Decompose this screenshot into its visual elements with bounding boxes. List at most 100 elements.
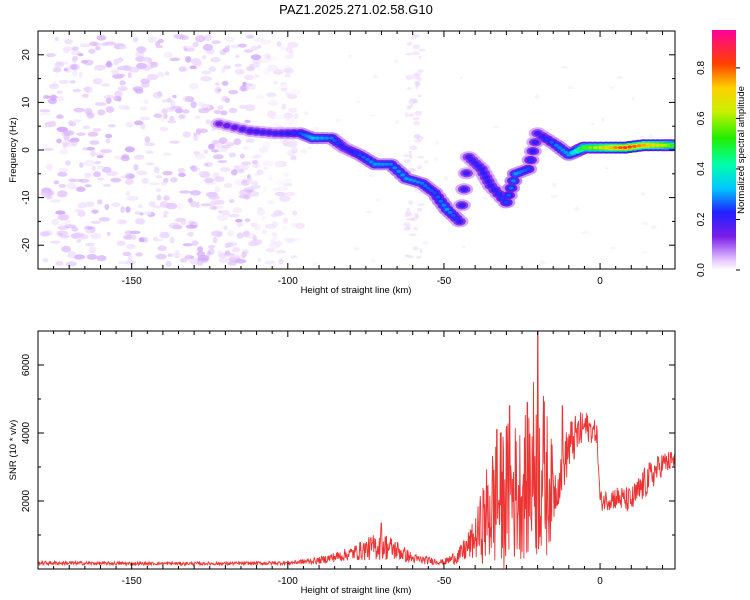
spectrogram-noise-cell [407,87,412,90]
spectrogram-noise-cell [185,224,198,229]
spectrogram-noise-cell [405,74,413,80]
spectrogram-noise-cell [412,100,418,104]
spectrogram-noise-cell [257,257,262,263]
spectrogram-noise-cell [650,225,657,229]
spectrogram-noise-cell [574,206,580,211]
spectrogram-noise-cell [616,75,623,80]
spectrogram-noise-cell [125,243,136,250]
spectrogram-noise-cell [153,113,163,118]
spectrogram-noise-cell [72,88,82,93]
spectrogram-noise-cell [120,206,125,213]
spectrogram-noise-cell [120,155,130,162]
spectrogram-noise-cell [119,80,126,86]
spectrogram-noise-cell [251,160,258,165]
spectrogram-noise-cell [435,140,439,146]
spectrogram-noise-cell [119,219,128,224]
x-tick-label: 0 [597,276,603,287]
spectrogram-noise-cell [419,248,423,254]
spectrogram-ridge-cell [608,146,614,150]
spectrogram-noise-cell [417,76,422,82]
spectrogram-noise-cell [266,92,277,98]
spectrogram-noise-cell [208,66,217,72]
spectrogram-noise-cell [94,102,107,106]
spectrogram-noise-cell [217,105,224,110]
spectrogram-noise-cell [355,100,361,103]
figure-title: PAZ1.2025.271.02.58.G10 [279,2,433,17]
spectrogram-noise-cell [84,184,92,188]
spectrogram-noise-cell [410,217,418,222]
spectrogram-noise-cell [217,249,222,256]
spectrogram-ridge-cell [341,146,347,150]
spectrogram-noise-cell [64,160,71,166]
spectrogram-noise-cell [407,212,413,217]
spectrogram-noise-cell [174,217,187,223]
spectrogram-noise-cell [206,251,212,257]
spectrogram-noise-cell [550,194,558,199]
spectrogram-noise-cell [166,97,172,103]
spectrogram-noise-cell [205,119,211,125]
spectrogram-noise-cell [416,165,423,170]
spectrogram-noise-cell [62,46,73,52]
spectrogram-noise-cell [281,225,289,231]
spectrogram-noise-cell [72,232,85,238]
spectrogram-noise-cell [129,230,141,235]
spectrogram-ridge-cell [554,143,559,147]
spectrogram-ridge-cell [266,131,272,135]
spectrogram-noise-cell [72,119,82,123]
spectrogram-noise-cell [123,234,134,240]
spectrogram-noise-cell [42,258,49,263]
spectrogram-noise-cell [423,160,429,164]
spectrogram-noise-cell [482,196,488,200]
spectrogram-ylabel: Frequency (Hz) [8,117,19,182]
spectrogram-ridge-cell [353,151,359,155]
spectrogram-noise-cell [93,66,105,71]
spectrogram-y-ticks: -20 -10 0 10 20 [21,30,675,270]
snr-frame [37,330,676,570]
spectrogram-noise-cell [141,177,149,184]
spectrogram-noise-cell [224,97,231,103]
spectrogram-noise-cell [416,255,421,259]
spectrogram-ridge-cell [380,162,386,166]
spectrogram-noise-layer [39,33,664,267]
spectrogram-noise-cell [125,206,131,213]
colorbar: 0.0 0.2 0.4 0.6 0.8 Normalized spectral ampl… [696,30,747,277]
spectrogram-noise-cell [444,176,448,181]
spectrogram-noise-cell [235,68,245,75]
spectrogram-noise-cell [193,61,202,66]
spectrogram-noise-cell [169,140,181,144]
spectrogram-noise-cell [165,260,172,267]
spectrogram-noise-cell [89,41,99,47]
spectrogram-noise-cell [94,152,105,156]
spectrogram-noise-cell [186,45,196,53]
spectrogram-noise-cell [223,65,232,70]
spectrogram-noise-cell [197,254,210,261]
spectrogram-noise-cell [47,190,55,196]
spectrogram-noise-cell [50,240,61,244]
spectrogram-noise-cell [56,114,64,119]
spectrogram-noise-cell [140,116,151,121]
spectrogram-noise-cell [147,36,157,44]
spectrogram-noise-cell [138,237,145,243]
spectrogram-noise-cell [102,183,111,187]
spectrogram-noise-cell [124,146,135,153]
spectrogram-noise-cell [371,259,376,263]
spectrogram-noise-cell [72,70,78,77]
spectrogram-noise-cell [210,57,221,63]
spectrogram-ridge-cell [632,144,637,148]
spectrogram-ridge-cell [248,129,253,133]
spectrogram-noise-cell [137,204,144,208]
spectrogram-noise-cell [405,225,411,230]
spectrogram-noise-cell [282,68,291,73]
spectrogram-noise-cell [251,62,260,68]
spectrogram-noise-cell [308,146,312,150]
spectrogram-noise-cell [176,203,184,210]
spectrogram-noise-cell [248,241,259,247]
spectrogram-noise-cell [408,113,415,117]
spectrogram-noise-cell [202,55,207,60]
spectrogram-noise-cell [214,186,221,193]
spectrogram-ridge-layer [210,117,675,228]
spectrogram-noise-cell [228,90,239,95]
spectrogram-noise-cell [127,72,132,79]
spectrogram-noise-cell [225,45,231,50]
spectrogram-noise-cell [155,188,162,193]
